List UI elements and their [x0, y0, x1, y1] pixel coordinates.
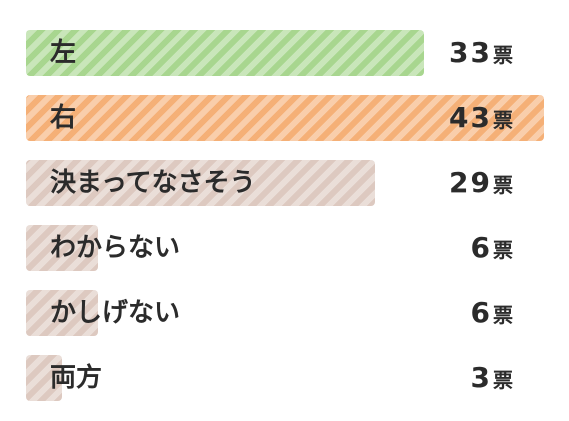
bar-value-unit: 票	[493, 368, 513, 392]
bar-value-label: 33票	[449, 30, 513, 76]
bar-value-number: 43	[449, 101, 492, 134]
bar-value-unit: 票	[493, 238, 513, 262]
bar-value-number: 6	[470, 231, 492, 264]
bar-value-number: 6	[470, 296, 492, 329]
bar-value-number: 33	[449, 36, 492, 69]
bar-value-label: 3票	[471, 355, 513, 401]
bar-label: かしげない	[50, 298, 181, 328]
bar-label: 右	[50, 103, 77, 133]
bar-label: わからない	[50, 233, 181, 263]
bar	[26, 95, 544, 141]
bar-label: 両方	[50, 363, 103, 393]
bar-value-unit: 票	[493, 303, 513, 327]
bar-value-number: 29	[449, 166, 492, 199]
bar	[26, 290, 98, 336]
bar-value-number: 3	[470, 361, 492, 394]
bar-value-label: 6票	[471, 225, 513, 271]
bar-value-unit: 票	[493, 173, 513, 197]
bar-value-unit: 票	[493, 108, 513, 132]
bar	[26, 30, 424, 76]
bar-value-label: 29票	[449, 160, 513, 206]
bar-value-label: 43票	[449, 95, 513, 141]
bar-value-label: 6票	[471, 290, 513, 336]
bar	[26, 160, 375, 206]
bar	[26, 225, 98, 271]
bar-label: 左	[50, 38, 77, 68]
bar	[26, 355, 62, 401]
bar-label: 決まってなさそう	[50, 168, 256, 198]
bar-value-unit: 票	[493, 43, 513, 67]
